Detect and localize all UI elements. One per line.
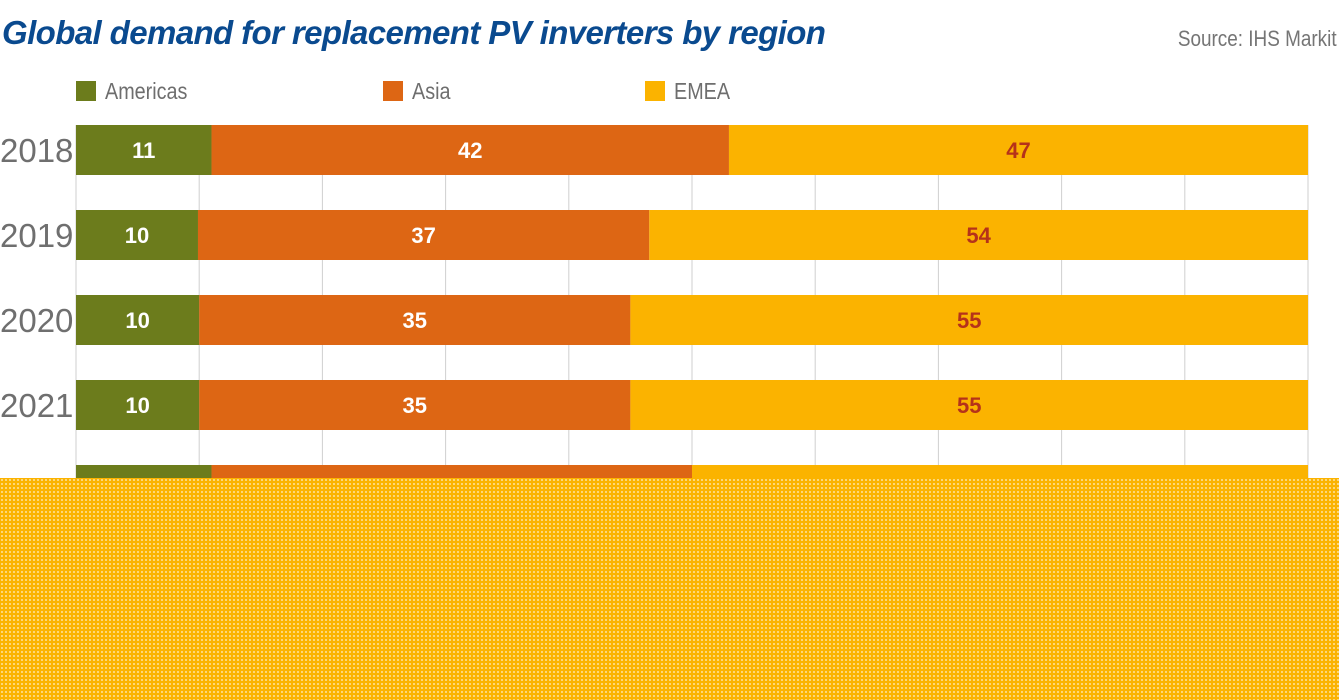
source-note: Source: IHS Markit bbox=[1178, 26, 1337, 51]
bar-value-asia-2019: 37 bbox=[411, 223, 435, 248]
bar-value-emea-2019: 54 bbox=[966, 223, 991, 248]
bar-value-asia-2020: 35 bbox=[403, 308, 427, 333]
bar-value-emea-2020: 55 bbox=[957, 308, 981, 333]
dotted-overlay bbox=[0, 478, 1339, 700]
bar-americas-2021 bbox=[76, 380, 200, 430]
legend-swatch-americas bbox=[76, 81, 96, 101]
legend-label-asia: Asia bbox=[412, 77, 451, 104]
year-label-2019: 2019 bbox=[0, 217, 73, 254]
bar-value-americas-2021: 10 bbox=[125, 393, 149, 418]
legend-label-emea: EMEA bbox=[674, 77, 731, 104]
bar-americas-2018 bbox=[76, 125, 212, 175]
bar-value-emea-2021: 55 bbox=[957, 393, 981, 418]
bar-emea-2019 bbox=[649, 210, 1308, 260]
bar-value-americas-2019: 10 bbox=[125, 223, 149, 248]
bar-value-emea-2018: 47 bbox=[1006, 138, 1030, 163]
bar-emea-2018 bbox=[728, 125, 1308, 175]
bar-asia-2019 bbox=[197, 210, 650, 260]
bar-value-americas-2020: 10 bbox=[125, 308, 149, 333]
legend-item-emea: EMEA bbox=[645, 76, 739, 106]
bar-asia-2021 bbox=[199, 380, 631, 430]
chart-title: Global demand for replacement PV inverte… bbox=[2, 14, 826, 51]
bar-emea-2020 bbox=[630, 295, 1308, 345]
bar-asia-2020 bbox=[199, 295, 631, 345]
year-label-2018: 2018 bbox=[0, 132, 73, 169]
bar-value-asia-2018: 42 bbox=[458, 138, 482, 163]
legend: Americas Asia EMEA bbox=[0, 76, 1339, 106]
bar-americas-2019 bbox=[76, 210, 198, 260]
bar-emea-2021 bbox=[630, 380, 1308, 430]
bar-americas-2020 bbox=[76, 295, 200, 345]
legend-label-americas: Americas bbox=[105, 77, 188, 104]
year-label-2021: 2021 bbox=[0, 387, 73, 424]
legend-item-asia: Asia bbox=[383, 76, 457, 106]
legend-swatch-emea bbox=[645, 81, 665, 101]
year-label-2020: 2020 bbox=[0, 302, 73, 339]
bar-value-asia-2021: 35 bbox=[403, 393, 427, 418]
legend-swatch-asia bbox=[383, 81, 403, 101]
legend-item-americas: Americas bbox=[76, 76, 201, 106]
year-labels: 20182019202020212022 bbox=[0, 132, 73, 509]
bar-value-americas-2018: 11 bbox=[132, 138, 155, 163]
bar-asia-2018 bbox=[211, 125, 729, 175]
